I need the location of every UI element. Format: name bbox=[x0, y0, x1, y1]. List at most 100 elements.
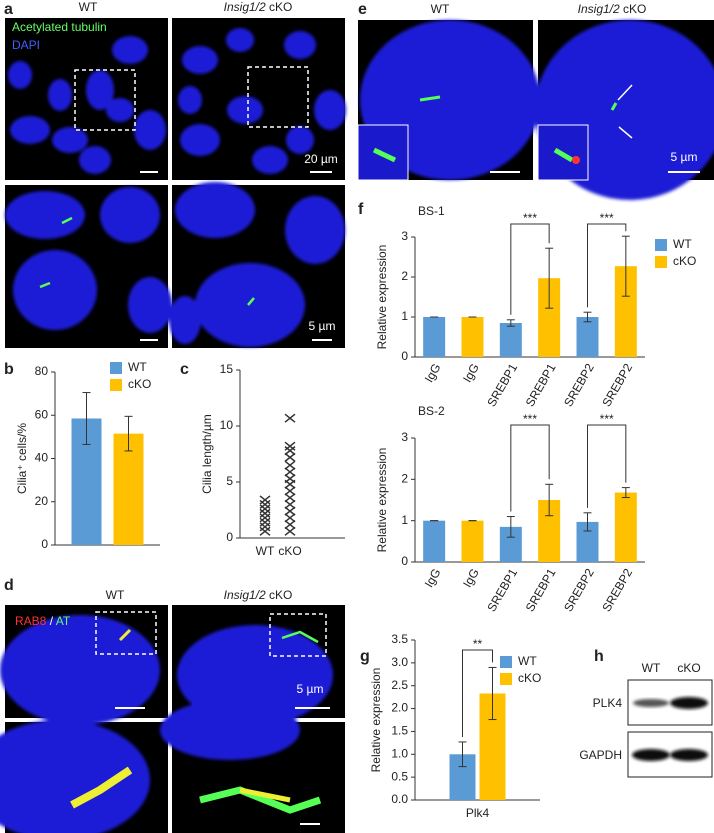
point bbox=[284, 441, 296, 451]
x-tick-label: IgG bbox=[460, 361, 482, 385]
x-tick-label: SREBP2 bbox=[599, 361, 635, 409]
point bbox=[284, 519, 296, 530]
bar bbox=[113, 433, 144, 545]
lane-label: WT bbox=[642, 661, 661, 675]
bar bbox=[423, 317, 446, 357]
point bbox=[259, 499, 271, 509]
point bbox=[284, 506, 296, 516]
y-tick-label: 3.0 bbox=[391, 655, 408, 669]
error-bar bbox=[458, 741, 467, 768]
scale-label: 5 µm bbox=[309, 319, 336, 333]
lane-label: cKO bbox=[677, 661, 700, 675]
y-tick-label: 0 bbox=[401, 349, 408, 363]
x-tick-label: cKO bbox=[278, 544, 301, 558]
error-bar bbox=[506, 516, 515, 538]
marker bbox=[284, 467, 296, 477]
y-tick-label: 1.5 bbox=[391, 724, 408, 738]
bracket bbox=[462, 649, 493, 737]
x-tick-label: IgG bbox=[460, 566, 482, 590]
point bbox=[259, 526, 271, 536]
micrograph-e bbox=[357, 20, 714, 200]
band-label: PLK4 bbox=[593, 696, 623, 710]
bar bbox=[499, 323, 522, 357]
chart-title: BS-1 bbox=[418, 204, 445, 218]
stain-label: RAB8 / AT bbox=[15, 614, 71, 628]
y-tick-label: 0 bbox=[41, 537, 48, 551]
stain: AT bbox=[56, 614, 71, 628]
error-bar bbox=[545, 483, 554, 517]
y-tick-label: 2.0 bbox=[391, 701, 408, 715]
bar bbox=[576, 317, 599, 357]
marker bbox=[284, 446, 296, 456]
x-tick-label: SREBP1 bbox=[484, 361, 520, 409]
x-tick-label: IgG bbox=[422, 361, 444, 385]
point bbox=[284, 413, 296, 423]
significance: *** bbox=[600, 412, 614, 426]
y-tick-label: 80 bbox=[35, 364, 49, 378]
bar bbox=[538, 500, 561, 562]
y-tick-label: 15 bbox=[220, 362, 234, 376]
label: WT bbox=[106, 588, 125, 602]
y-tick-label: 1.0 bbox=[391, 746, 408, 760]
y-axis-label: Relative expression bbox=[375, 448, 389, 553]
label: cKO bbox=[623, 2, 646, 16]
point bbox=[284, 486, 296, 496]
marker bbox=[284, 493, 296, 503]
bar bbox=[614, 492, 637, 562]
legend-label: cKO bbox=[673, 254, 696, 268]
x-tick-label: SREBP1 bbox=[523, 566, 559, 614]
label: Insig1/2 cKO bbox=[578, 2, 647, 16]
x-tick-label: WT bbox=[256, 544, 275, 558]
bar bbox=[538, 278, 561, 357]
error-bar bbox=[621, 235, 630, 297]
y-tick-label: 1 bbox=[401, 513, 408, 527]
error-bar bbox=[82, 392, 91, 445]
stain-label: Acetylated tubulin bbox=[12, 20, 107, 34]
y-tick-label: 0 bbox=[401, 554, 408, 568]
bar bbox=[461, 317, 484, 357]
legend-swatch bbox=[655, 256, 667, 268]
y-tick-label: 0 bbox=[226, 530, 233, 544]
y-axis-label: Cilia⁺ cells/% bbox=[15, 423, 29, 494]
point bbox=[284, 499, 296, 509]
point bbox=[284, 460, 296, 470]
significance: *** bbox=[600, 211, 614, 225]
gene: Insig1/2 bbox=[224, 0, 266, 14]
bar bbox=[423, 520, 446, 562]
y-axis-label: Relative expression bbox=[375, 245, 389, 350]
bracket bbox=[510, 424, 550, 512]
scale-label: 5 µm bbox=[297, 682, 324, 696]
micrograph-d bbox=[0, 605, 345, 833]
bracket bbox=[587, 424, 627, 508]
point bbox=[259, 517, 271, 527]
error-bar bbox=[583, 512, 592, 532]
sep: / bbox=[46, 614, 55, 628]
x-tick-label: SREBP1 bbox=[523, 361, 559, 409]
marker bbox=[284, 519, 296, 530]
legend-label: cKO bbox=[518, 671, 541, 685]
error-bar bbox=[506, 319, 515, 327]
marker bbox=[284, 526, 296, 536]
y-tick-label: 3 bbox=[401, 229, 408, 243]
error-bar bbox=[488, 666, 497, 721]
legend-label: WT bbox=[673, 237, 692, 251]
micrograph-a bbox=[5, 18, 346, 348]
marker bbox=[284, 499, 296, 509]
bar bbox=[461, 520, 484, 562]
point bbox=[259, 522, 271, 532]
stain: RAB8 bbox=[15, 614, 47, 628]
point bbox=[284, 446, 296, 456]
legend-label: WT bbox=[518, 654, 537, 668]
panel-label: h bbox=[594, 648, 604, 665]
bar bbox=[499, 526, 522, 562]
legend-swatch bbox=[655, 239, 667, 251]
significance: ** bbox=[473, 637, 483, 651]
bracket bbox=[587, 223, 627, 308]
label: WT bbox=[79, 0, 98, 14]
gene: Insig1/2 bbox=[578, 2, 620, 16]
significance: *** bbox=[523, 211, 537, 225]
point bbox=[284, 467, 296, 477]
y-tick-label: 0.5 bbox=[391, 769, 408, 783]
label: cKO bbox=[269, 588, 292, 602]
